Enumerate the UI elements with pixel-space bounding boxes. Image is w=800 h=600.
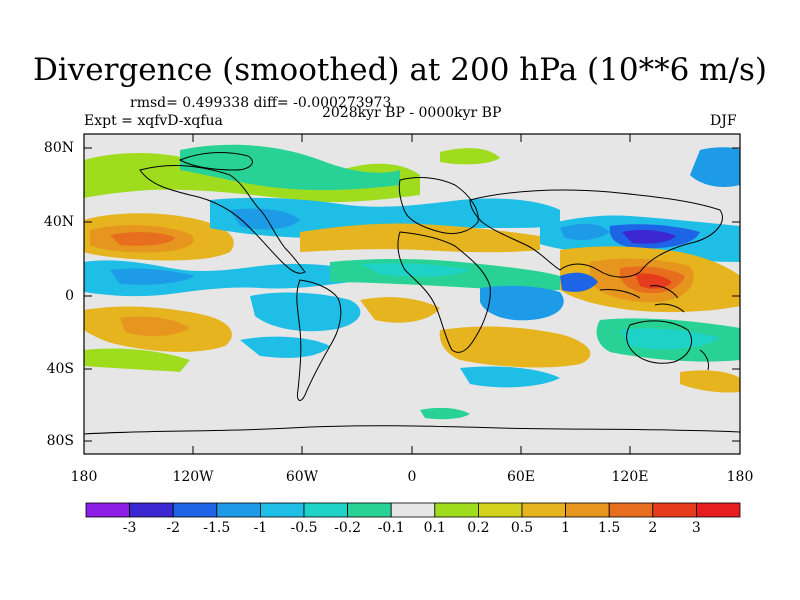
lat-tick-label: 80S [46, 433, 74, 449]
colorbar-swatch [565, 502, 610, 518]
colorbar-label: -2 [166, 520, 180, 536]
lon-tick-label: 120E [611, 469, 649, 485]
colorbar-label: 1 [561, 520, 571, 536]
lon-tick-label: 180 [70, 469, 98, 485]
colorbar-swatch [434, 502, 479, 518]
lon-tick-label: 60E [506, 469, 536, 485]
colorbar-label: 0.5 [510, 520, 534, 536]
colorbar-label: -0.5 [290, 520, 318, 536]
colorbar-swatch [216, 502, 261, 518]
colorbar-label: -0.1 [377, 520, 405, 536]
colorbar-swatch [129, 502, 174, 518]
plot-title: Divergence (smoothed) at 200 hPa (10**6 … [33, 52, 767, 88]
lon-tick-label: 0 [407, 469, 417, 485]
colorbar-swatch [172, 502, 218, 518]
colorbar-swatch [347, 502, 392, 518]
coastlines [84, 152, 740, 435]
colorbar-swatch [477, 502, 523, 518]
colorbar-label: 0.1 [423, 520, 446, 536]
colorbar-label: -1 [253, 520, 268, 536]
colorbar-swatch [652, 502, 697, 518]
period-label: 2028kyr BP - 0000kyr BP [322, 105, 502, 121]
lat-tick-label: 40N [43, 214, 74, 230]
colorbar [85, 502, 741, 518]
lon-tick-label: 60W [285, 469, 319, 485]
colorbar-swatch [608, 502, 654, 518]
colorbar-swatch [390, 502, 436, 518]
lat-tick-label: 80N [43, 140, 74, 156]
lat-tick-label: 40S [46, 361, 74, 377]
colorbar-swatch [85, 502, 130, 518]
experiment-label: Expt = xqfvD-xqfua [84, 113, 223, 129]
lon-tick-label: 180 [726, 469, 754, 485]
lat-ticks [84, 147, 740, 442]
stats-text: rmsd= 0.499338 diff= -0.000273973 [130, 95, 392, 111]
divergence-field [84, 144, 740, 420]
colorbar-swatch [303, 502, 348, 518]
colorbar-swatch [259, 502, 305, 518]
colorbar-label: -0.2 [334, 520, 362, 536]
colorbar-swatch [696, 502, 741, 518]
colorbar-label: 1.5 [598, 520, 621, 536]
colorbar-label: 2 [648, 520, 658, 536]
colorbar-swatch [521, 502, 566, 518]
lon-tick-label: 120W [172, 469, 214, 485]
lon-ticks [192, 134, 631, 454]
lat-tick-label: 0 [65, 288, 74, 304]
colorbar-label: 0.2 [467, 520, 490, 536]
colorbar-label: -1.5 [203, 520, 231, 536]
colorbar-label: 3 [691, 520, 701, 536]
colorbar-label: -3 [122, 520, 137, 536]
season-label: DJF [710, 113, 737, 129]
